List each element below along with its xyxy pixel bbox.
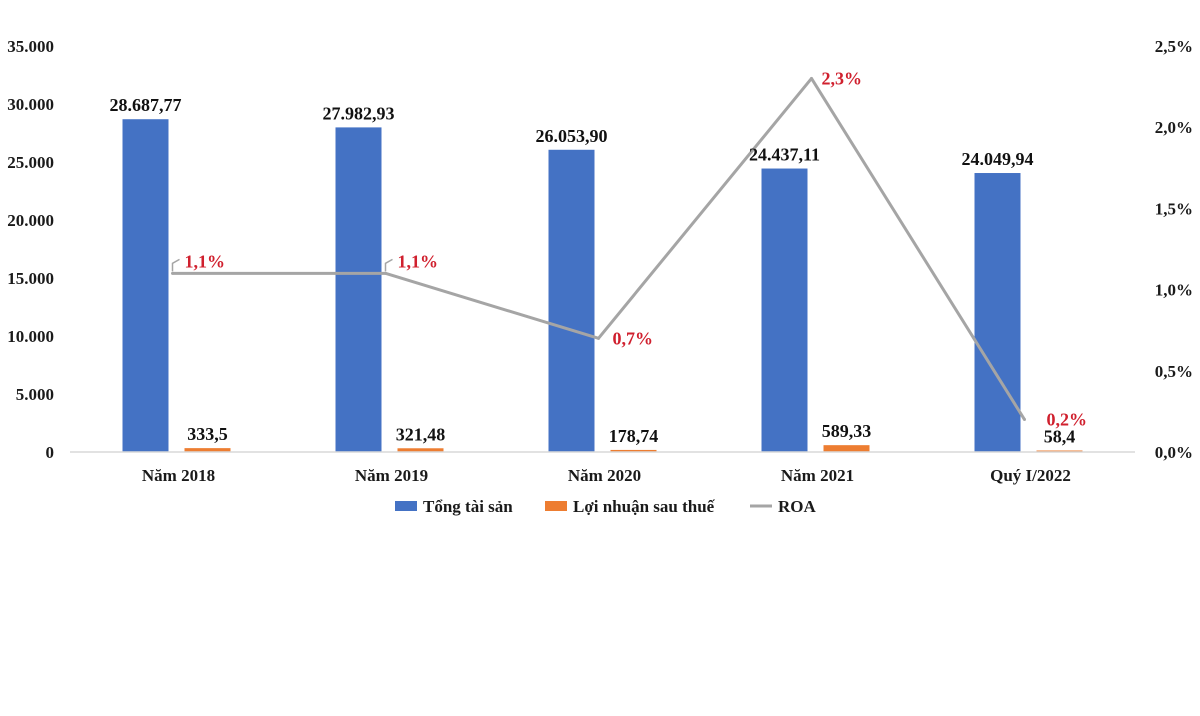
bar-label-loi-nhuan-sau-thue: 58,4	[1044, 427, 1076, 447]
roa-label-leader	[384, 258, 393, 272]
bar-series	[122, 119, 1083, 453]
roa-point	[810, 76, 813, 80]
left-axis-tick-label: 25.000	[7, 153, 54, 172]
left-axis-tick-label: 5.000	[16, 385, 54, 404]
roa-point	[384, 271, 387, 275]
right-axis-tick-label: 0,0%	[1155, 443, 1193, 462]
right-axis-tick-label: 2,5%	[1155, 37, 1193, 56]
legend-swatch	[545, 501, 567, 511]
roa-data-label: 0,2%	[1047, 410, 1088, 430]
right-axis-tick-label: 0,5%	[1155, 362, 1193, 381]
legend-label: Tổng tài sản	[423, 497, 513, 516]
right-axis-tick-label: 1,0%	[1155, 281, 1193, 300]
left-axis-tick-label: 30.000	[7, 95, 54, 114]
bar-label-loi-nhuan-sau-thue: 321,48	[396, 424, 446, 444]
x-axis-category-label: Năm 2019	[355, 466, 428, 485]
x-axis-category-label: Năm 2021	[781, 466, 854, 485]
left-axis-tick-label: 15.000	[7, 269, 54, 288]
roa-point	[1023, 418, 1026, 422]
left-axis-tick-label: 10.000	[7, 327, 54, 346]
data-labels: 28.687,77 27.982,93 26.053,90 24.437,11 24.0…	[110, 68, 1088, 446]
bar-label-loi-nhuan-sau-thue: 333,5	[187, 424, 228, 444]
bar-label-loi-nhuan-sau-thue: 178,74	[609, 426, 659, 446]
right-y-axis: 0,0% 0,5% 1,0% 1,5% 2,0% 2,5%	[1155, 37, 1193, 462]
bar-tong-tai-san	[974, 173, 1021, 452]
legend: Tổng tài sản Lợi nhuận sau thuế ROA	[395, 497, 817, 516]
bar-tong-tai-san	[548, 149, 595, 452]
bar-tong-tai-san	[122, 119, 169, 453]
roa-label-leader	[171, 258, 180, 272]
bar-label-tong-tai-san: 28.687,77	[110, 95, 182, 115]
legend-label: ROA	[778, 497, 817, 516]
right-axis-tick-label: 1,5%	[1155, 199, 1193, 218]
left-axis-tick-label: 0	[46, 443, 55, 462]
bar-loi-nhuan-sau-thue	[397, 448, 444, 452]
bar-label-loi-nhuan-sau-thue: 589,33	[822, 421, 872, 441]
right-axis-tick-label: 2,0%	[1155, 118, 1193, 137]
left-axis-tick-label: 35.000	[7, 37, 54, 56]
left-axis-tick-label: 20.000	[7, 211, 54, 230]
x-axis-category-label: Năm 2020	[568, 466, 641, 485]
bar-tong-tai-san	[335, 127, 382, 452]
roa-point	[171, 271, 174, 275]
legend-label: Lợi nhuận sau thuế	[573, 497, 716, 516]
bar-loi-nhuan-sau-thue	[610, 449, 657, 452]
roa-data-label: 1,1%	[185, 251, 226, 271]
x-axis-category-label: Quý I/2022	[990, 466, 1071, 485]
bar-tong-tai-san	[761, 168, 808, 452]
x-axis-category-label: Năm 2018	[142, 466, 215, 485]
bar-label-tong-tai-san: 24.049,94	[962, 149, 1034, 169]
roa-data-label: 1,1%	[398, 251, 439, 271]
bar-label-tong-tai-san: 24.437,11	[749, 145, 820, 165]
x-axis-categories: Năm 2018 Năm 2019 Năm 2020 Năm 2021 Quý I/20…	[142, 466, 1071, 485]
left-y-axis: 0 5.000 10.000 15.000 20.000 25.000 30.000 35.0…	[7, 37, 54, 462]
roa-point	[597, 336, 600, 340]
roa-line-series	[171, 76, 1026, 422]
bar-label-tong-tai-san: 26.053,90	[536, 126, 608, 146]
bar-loi-nhuan-sau-thue	[823, 445, 870, 452]
roa-data-label: 2,3%	[822, 68, 863, 88]
roa-data-label: 0,7%	[613, 328, 654, 348]
bar-loi-nhuan-sau-thue	[184, 448, 231, 452]
legend-swatch	[395, 501, 417, 511]
bar-label-tong-tai-san: 27.982,93	[323, 103, 395, 123]
